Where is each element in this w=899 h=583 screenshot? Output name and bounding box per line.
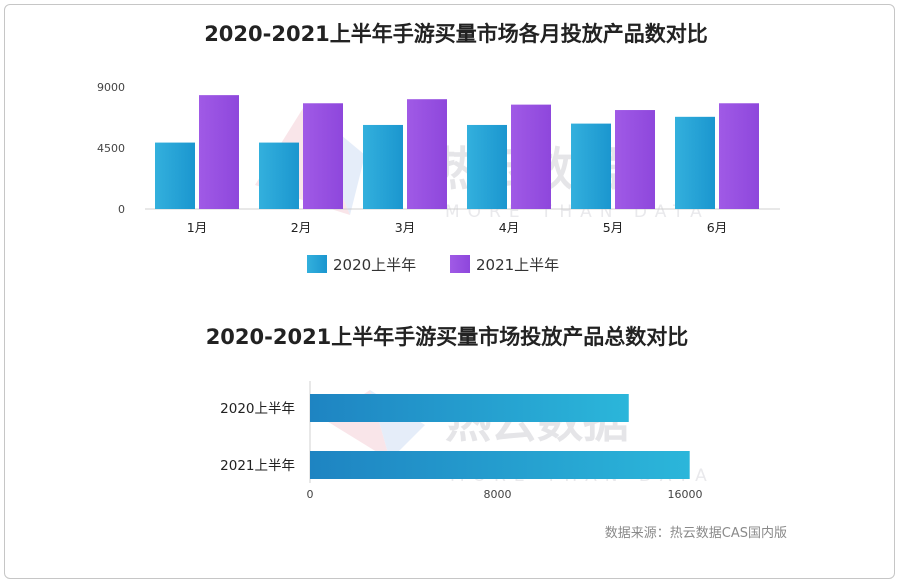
chart1-y-axis: 0 4500 9000 (97, 81, 125, 216)
chart-frame: 热云数据 MORE THAN DATA 热云数据 MORE THAN DATA … (4, 4, 895, 579)
chart1-title: 2020-2021上半年手游买量市场各月投放产品数对比 (204, 22, 708, 46)
legend-label-2021: 2021上半年 (476, 256, 559, 274)
hbar-2020 (310, 394, 629, 422)
bar-2021-4 (511, 104, 551, 209)
chart1-x-tick-label: 3月 (395, 220, 415, 235)
legend-label-2020: 2020上半年 (333, 256, 416, 274)
bar-2021-3 (407, 99, 447, 209)
chart2-x-axis: 0 8000 16000 (307, 488, 703, 501)
legend-swatch-2021 (450, 255, 470, 273)
legend-swatch-2020 (307, 255, 327, 273)
chart2-y-axis: 2020上半年 2021上半年 (220, 401, 295, 474)
chart2-x-tick-label: 0 (307, 488, 314, 501)
chart1-x-tick-label: 2月 (291, 220, 311, 235)
bar-2020-1 (155, 142, 195, 209)
chart2-category-label: 2021上半年 (220, 458, 295, 474)
source-note: 数据来源：热云数据CAS国内版 (605, 525, 787, 541)
chart1-x-tick-label: 4月 (499, 220, 519, 235)
chart1-y-tick-label: 9000 (97, 81, 125, 94)
chart2-title: 2020-2021上半年手游买量市场投放产品总数对比 (206, 325, 689, 349)
hbar-2021 (310, 451, 690, 479)
chart-canvas: 热云数据 MORE THAN DATA 热云数据 MORE THAN DATA … (97, 22, 787, 541)
chart1-y-tick-label: 0 (118, 203, 125, 216)
bar-2021-6 (719, 103, 759, 209)
bar-2021-5 (615, 110, 655, 209)
bar-2020-6 (675, 116, 715, 209)
chart2-category-label: 2020上半年 (220, 401, 295, 417)
chart1-bars (155, 95, 759, 209)
chart2-bars (310, 394, 690, 479)
chart1-x-tick-label: 1月 (187, 220, 207, 235)
chart1-legend: 2020上半年 2021上半年 (307, 255, 559, 274)
chart2-x-tick-label: 16000 (668, 488, 703, 501)
chart1-x-tick-label: 5月 (603, 220, 623, 235)
bar-2020-3 (363, 124, 403, 209)
bar-2021-1 (199, 95, 239, 209)
chart1-x-axis: 1月 2月 3月 4月 5月 6月 (187, 220, 727, 235)
chart1-x-tick-label: 6月 (707, 220, 727, 235)
chart1-y-tick-label: 4500 (97, 142, 125, 155)
bar-2020-5 (571, 123, 611, 209)
chart2-x-tick-label: 8000 (484, 488, 512, 501)
bar-2021-2 (303, 103, 343, 209)
bar-2020-4 (467, 124, 507, 209)
bar-2020-2 (259, 142, 299, 209)
